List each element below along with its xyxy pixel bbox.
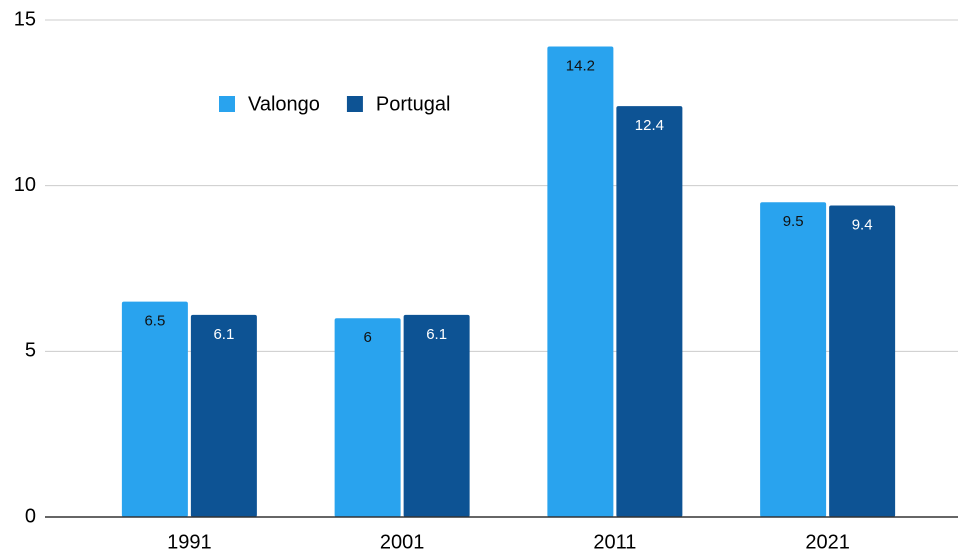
data-label: 6.1: [426, 326, 447, 343]
data-label: 14.2: [566, 57, 595, 74]
legend-label: Valongo: [248, 93, 320, 115]
bar: [121, 301, 188, 517]
bar: [334, 318, 401, 517]
bar: [616, 106, 683, 517]
x-tick-label: 2001: [380, 531, 425, 553]
y-tick-label: 10: [14, 174, 36, 196]
legend-swatch: [219, 96, 235, 112]
bar: [760, 202, 827, 517]
data-label: 6: [363, 329, 371, 346]
bar: [403, 314, 470, 517]
data-label: 12.4: [635, 117, 664, 134]
x-tick-label: 1991: [167, 531, 212, 553]
bar: [829, 205, 896, 517]
y-tick-label: 15: [14, 8, 36, 30]
data-label: 9.4: [852, 217, 873, 234]
legend-swatch: [346, 96, 363, 112]
data-label: 9.5: [783, 213, 804, 230]
bar: [547, 46, 614, 518]
x-tick-label: 2021: [805, 531, 850, 553]
data-label: 6.5: [144, 313, 165, 330]
y-tick-label: 0: [25, 505, 36, 527]
bar: [190, 314, 257, 517]
legend-label: Portugal: [376, 93, 451, 115]
y-tick-label: 5: [25, 340, 36, 362]
x-tick-label: 2011: [593, 531, 636, 553]
data-label: 6.1: [213, 326, 234, 343]
